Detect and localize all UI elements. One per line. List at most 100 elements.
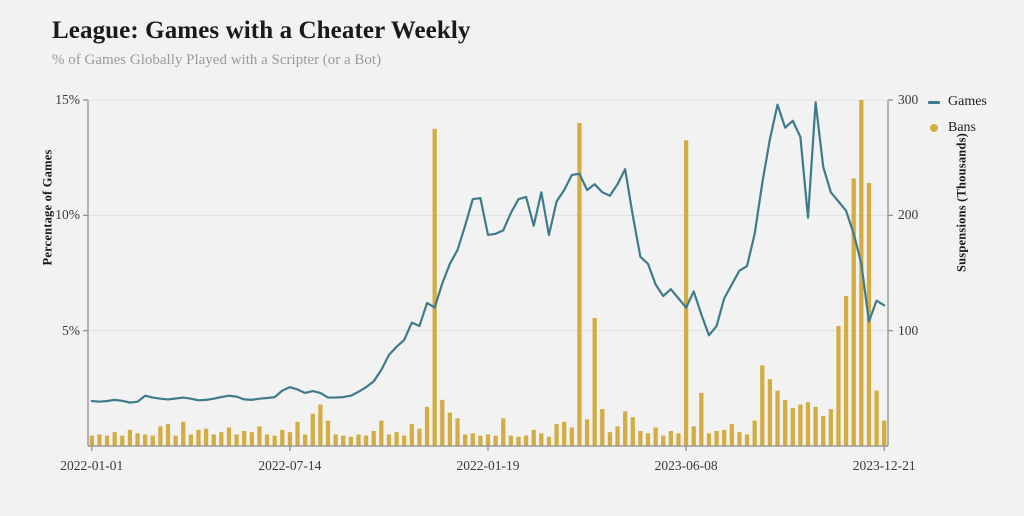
bar — [440, 399, 445, 446]
bar — [280, 429, 285, 446]
bar — [211, 434, 216, 446]
bar — [805, 402, 811, 446]
bar — [729, 424, 734, 446]
bar — [775, 390, 780, 446]
bar — [882, 420, 887, 446]
legend-line-icon — [928, 100, 940, 104]
bar — [181, 421, 186, 446]
bar — [203, 428, 209, 446]
page-subtitle: % of Games Globally Played with a Script… — [52, 52, 382, 68]
games-line-series — [90, 101, 886, 404]
bar — [790, 407, 795, 446]
bar — [242, 431, 247, 446]
bar — [89, 435, 94, 446]
bar — [722, 429, 727, 446]
bar — [783, 399, 788, 446]
x-tick-label: 2023-06-08 — [654, 458, 718, 473]
bar — [424, 406, 430, 446]
bar — [104, 435, 110, 446]
bar — [188, 434, 193, 446]
bar — [432, 128, 437, 446]
bar — [523, 435, 529, 446]
bar — [546, 436, 552, 446]
bar — [798, 404, 803, 446]
bar — [143, 434, 148, 446]
bar — [455, 418, 460, 446]
bar — [264, 434, 270, 446]
bar — [478, 435, 483, 446]
bar — [379, 420, 384, 446]
bar — [676, 433, 681, 446]
x-tick-label: 2023-12-21 — [852, 458, 916, 473]
bar — [859, 100, 864, 446]
bar — [874, 390, 879, 446]
bar — [851, 178, 856, 446]
bar — [402, 435, 407, 446]
bar — [470, 433, 475, 446]
bar — [303, 434, 308, 446]
legend-item-label: Bans — [948, 120, 976, 135]
legend-dot-icon — [930, 124, 938, 132]
bar — [363, 435, 369, 446]
bar — [165, 424, 171, 446]
y-right-tick-label: 200 — [898, 207, 919, 223]
bar — [386, 434, 392, 446]
bar — [668, 431, 673, 446]
bar — [569, 427, 574, 446]
footer-artifact: ... — [185, 492, 236, 504]
bar — [120, 435, 125, 446]
bar — [661, 435, 666, 446]
bar — [615, 426, 620, 446]
bar — [737, 432, 742, 446]
bar — [821, 416, 826, 446]
bar — [97, 434, 102, 446]
bar — [158, 426, 163, 446]
bar — [318, 404, 323, 446]
bar — [562, 421, 567, 446]
x-tick-label: 2022-01-19 — [456, 458, 520, 473]
bar — [516, 436, 521, 446]
legend-item-label: Games — [948, 94, 987, 109]
bar — [638, 431, 643, 446]
y-left-tick-label: 15% — [55, 92, 80, 107]
bar — [836, 326, 841, 446]
bar — [630, 417, 635, 446]
bar — [341, 435, 346, 446]
bar — [219, 432, 224, 446]
bar — [767, 379, 773, 446]
bar — [463, 434, 468, 446]
bar — [409, 424, 414, 446]
bar — [371, 431, 376, 446]
legend-item-games[interactable]: Games — [928, 94, 987, 109]
bar — [112, 432, 117, 446]
bar — [760, 365, 765, 446]
bans-bar-series — [89, 100, 887, 447]
bar — [348, 436, 353, 446]
bar — [356, 434, 361, 446]
bar — [493, 435, 498, 446]
bar — [843, 296, 849, 446]
bar — [325, 420, 331, 446]
bar — [234, 434, 239, 446]
legend-item-bans[interactable]: Bans — [928, 120, 987, 135]
bar — [135, 433, 140, 446]
bar — [226, 427, 232, 446]
bar — [828, 409, 833, 446]
bar — [196, 429, 201, 446]
bar — [706, 433, 712, 446]
bar — [592, 317, 597, 446]
bar — [249, 432, 254, 446]
bar — [607, 432, 613, 446]
bar — [531, 429, 536, 446]
bar — [683, 140, 689, 446]
page-title: League: Games with a Cheater Weekly — [52, 17, 471, 44]
bar — [333, 434, 338, 446]
gridlines — [88, 99, 888, 332]
bar — [600, 409, 605, 446]
bar — [645, 433, 651, 446]
y-right-tick-label: 100 — [898, 322, 919, 338]
x-tick-label: 2022-01-01 — [60, 458, 124, 473]
bar — [744, 434, 750, 446]
